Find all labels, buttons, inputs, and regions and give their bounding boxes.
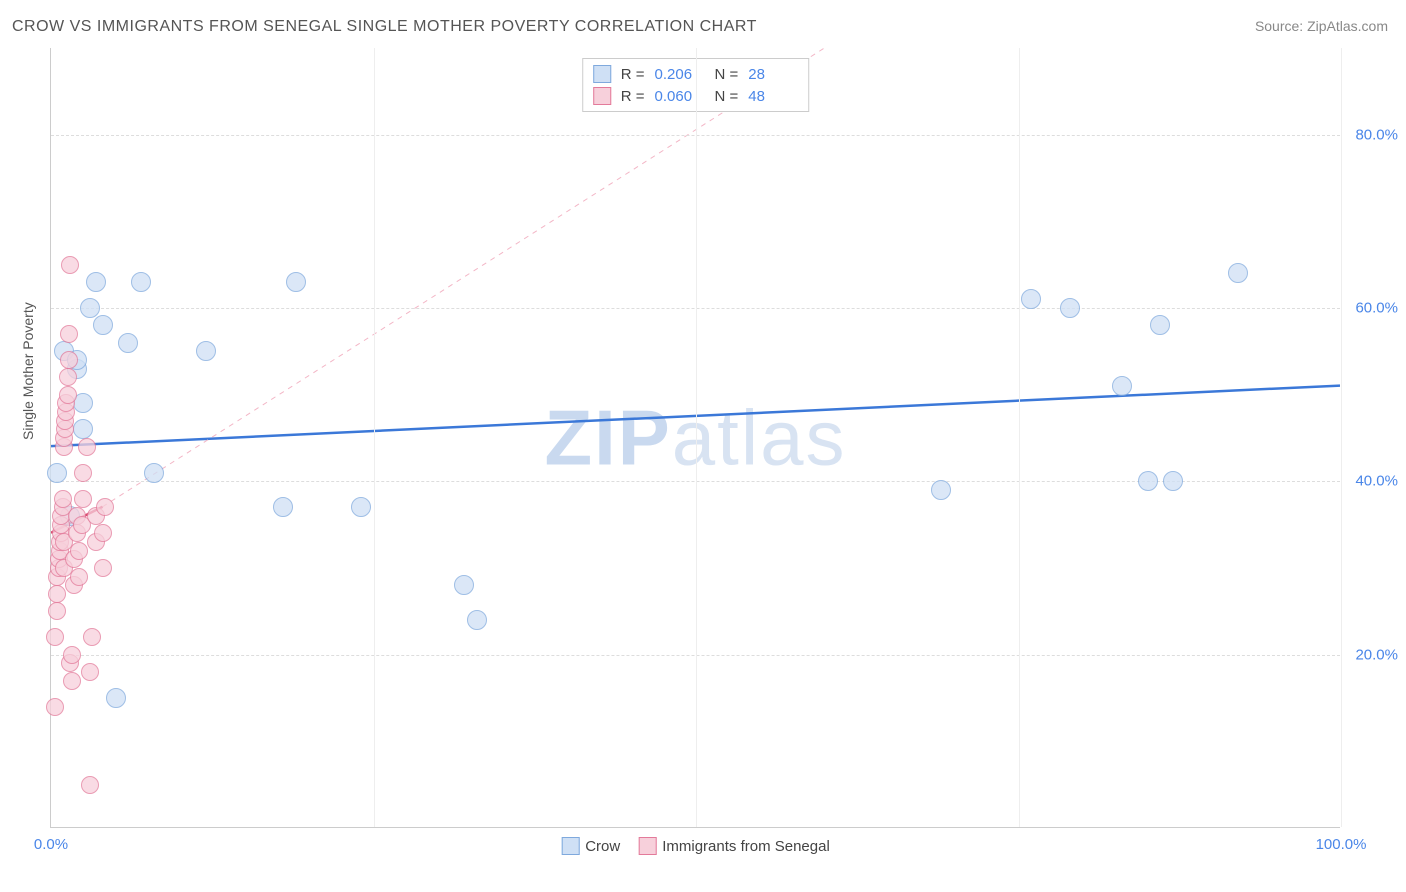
data-point	[80, 298, 100, 318]
vline	[374, 48, 375, 827]
data-point	[61, 256, 79, 274]
data-point	[273, 497, 293, 517]
data-point	[74, 490, 92, 508]
y-tick-label: 40.0%	[1355, 473, 1398, 490]
watermark-light: atlas	[672, 393, 847, 481]
data-point	[1150, 315, 1170, 335]
stat-r-label: R =	[621, 66, 645, 83]
data-point	[59, 386, 77, 404]
vline	[1341, 48, 1342, 827]
data-point	[1163, 471, 1183, 491]
x-tick-label: 100.0%	[1316, 836, 1367, 853]
stat-n-value: 28	[748, 66, 798, 83]
data-point	[81, 663, 99, 681]
data-point	[47, 463, 67, 483]
data-point	[96, 498, 114, 516]
source-label: Source: ZipAtlas.com	[1255, 18, 1388, 34]
data-point	[46, 698, 64, 716]
y-tick-label: 60.0%	[1355, 300, 1398, 317]
data-point	[1138, 471, 1158, 491]
source-name: ZipAtlas.com	[1307, 18, 1388, 34]
data-point	[1228, 263, 1248, 283]
data-point	[106, 688, 126, 708]
data-point	[70, 542, 88, 560]
data-point	[454, 575, 474, 595]
plot-area: ZIPatlas R = 0.206N = 28R = 0.060N = 48 …	[50, 48, 1340, 828]
legend-swatch	[638, 837, 656, 855]
stat-n-value: 48	[748, 88, 798, 105]
data-point	[94, 559, 112, 577]
data-point	[81, 776, 99, 794]
y-tick-label: 80.0%	[1355, 126, 1398, 143]
data-point	[93, 315, 113, 335]
data-point	[60, 325, 78, 343]
y-axis-label: Single Mother Poverty	[20, 302, 36, 440]
legend-item: Crow	[561, 837, 620, 855]
data-point	[286, 272, 306, 292]
data-point	[1021, 289, 1041, 309]
stat-r-value: 0.206	[655, 66, 705, 83]
stat-r-value: 0.060	[655, 88, 705, 105]
data-point	[48, 585, 66, 603]
legend-label: Immigrants from Senegal	[662, 838, 830, 855]
legend-label: Crow	[585, 838, 620, 855]
data-point	[1060, 298, 1080, 318]
stat-n-label: N =	[715, 88, 739, 105]
data-point	[59, 368, 77, 386]
data-point	[1112, 376, 1132, 396]
data-point	[73, 419, 93, 439]
vline	[696, 48, 697, 827]
data-point	[48, 602, 66, 620]
legend-swatch	[561, 837, 579, 855]
y-tick-label: 20.0%	[1355, 646, 1398, 663]
stat-n-label: N =	[715, 66, 739, 83]
vline	[1019, 48, 1020, 827]
x-tick-label: 0.0%	[34, 836, 68, 853]
data-point	[94, 524, 112, 542]
data-point	[70, 568, 88, 586]
data-point	[144, 463, 164, 483]
data-point	[63, 672, 81, 690]
legend-item: Immigrants from Senegal	[638, 837, 830, 855]
data-point	[196, 341, 216, 361]
data-point	[467, 610, 487, 630]
source-prefix: Source:	[1255, 18, 1307, 34]
data-point	[86, 272, 106, 292]
legend-series: Crow Immigrants from Senegal	[561, 837, 830, 855]
data-point	[131, 272, 151, 292]
data-point	[54, 490, 72, 508]
stat-r-label: R =	[621, 88, 645, 105]
data-point	[46, 628, 64, 646]
legend-swatch	[593, 87, 611, 105]
data-point	[931, 480, 951, 500]
data-point	[60, 351, 78, 369]
chart-title: CROW VS IMMIGRANTS FROM SENEGAL SINGLE M…	[12, 18, 757, 36]
legend-swatch	[593, 65, 611, 83]
data-point	[118, 333, 138, 353]
data-point	[351, 497, 371, 517]
watermark-bold: ZIP	[544, 393, 671, 481]
data-point	[63, 646, 81, 664]
data-point	[74, 464, 92, 482]
data-point	[83, 628, 101, 646]
data-point	[78, 438, 96, 456]
